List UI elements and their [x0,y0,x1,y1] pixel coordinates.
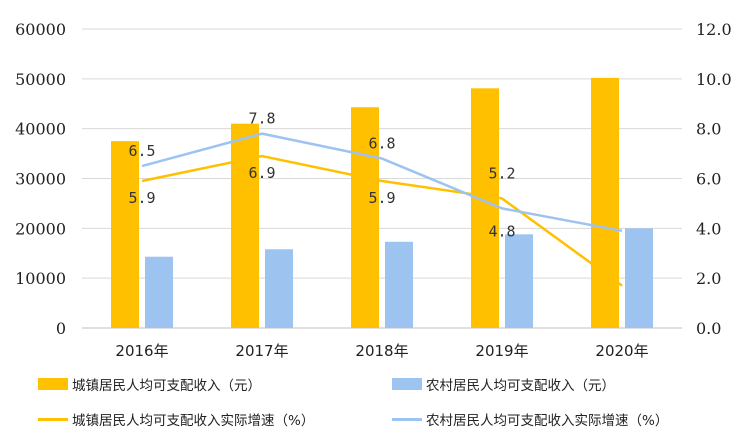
data-label-urban-growth: 5.9 [368,189,395,207]
data-label-urban-growth: 5.2 [488,164,515,182]
y-left-tick-label: 30000 [15,170,66,189]
data-label-rural-growth: 6.5 [128,142,155,160]
bar-rural-income [625,228,653,328]
y-right-tick-label: 6.0 [696,170,721,189]
data-label-rural-growth: 4.8 [488,222,515,240]
y-right-tick-label: 4.0 [696,219,721,238]
bar-urban-income [231,123,259,328]
y-right-tick-label: 0.0 [696,319,721,338]
bar-urban-income [591,77,619,328]
x-tick-label: 2016年 [115,342,168,360]
bar-rural-income [385,241,413,328]
data-label-urban-growth: 6.9 [248,164,275,182]
y-left-tick-label: 20000 [15,219,66,238]
y-right-tick-label: 2.0 [696,269,721,288]
line-rural-growth [141,132,623,233]
data-label-rural-growth: 6.8 [368,135,395,153]
bar-urban-income [351,107,379,328]
y-right-tick-label: 12.0 [696,20,732,39]
x-tick-label: 2017年 [235,342,288,360]
y-right-tick-label: 8.0 [696,120,721,139]
y-left-tick-label: 0 [56,319,66,338]
x-tick-label: 2019年 [475,342,528,360]
bar-rural-income [505,234,533,328]
x-tick-label: 2020年 [595,342,648,360]
data-label-urban-growth: 5.9 [128,189,155,207]
bar-rural-income [145,256,173,328]
x-tick-label: 2018年 [355,342,408,360]
bar-rural-income [265,249,293,328]
line-urban-growth [141,154,623,287]
bar-urban-income [471,88,499,328]
data-label-rural-growth: 7.8 [248,110,275,128]
bar-urban-income [111,141,139,328]
y-left-tick-label: 40000 [15,120,66,139]
y-left-tick-label: 60000 [15,20,66,39]
y-left-tick-label: 10000 [15,269,66,288]
y-right-tick-label: 10.0 [696,70,732,89]
y-left-tick-label: 50000 [15,70,66,89]
